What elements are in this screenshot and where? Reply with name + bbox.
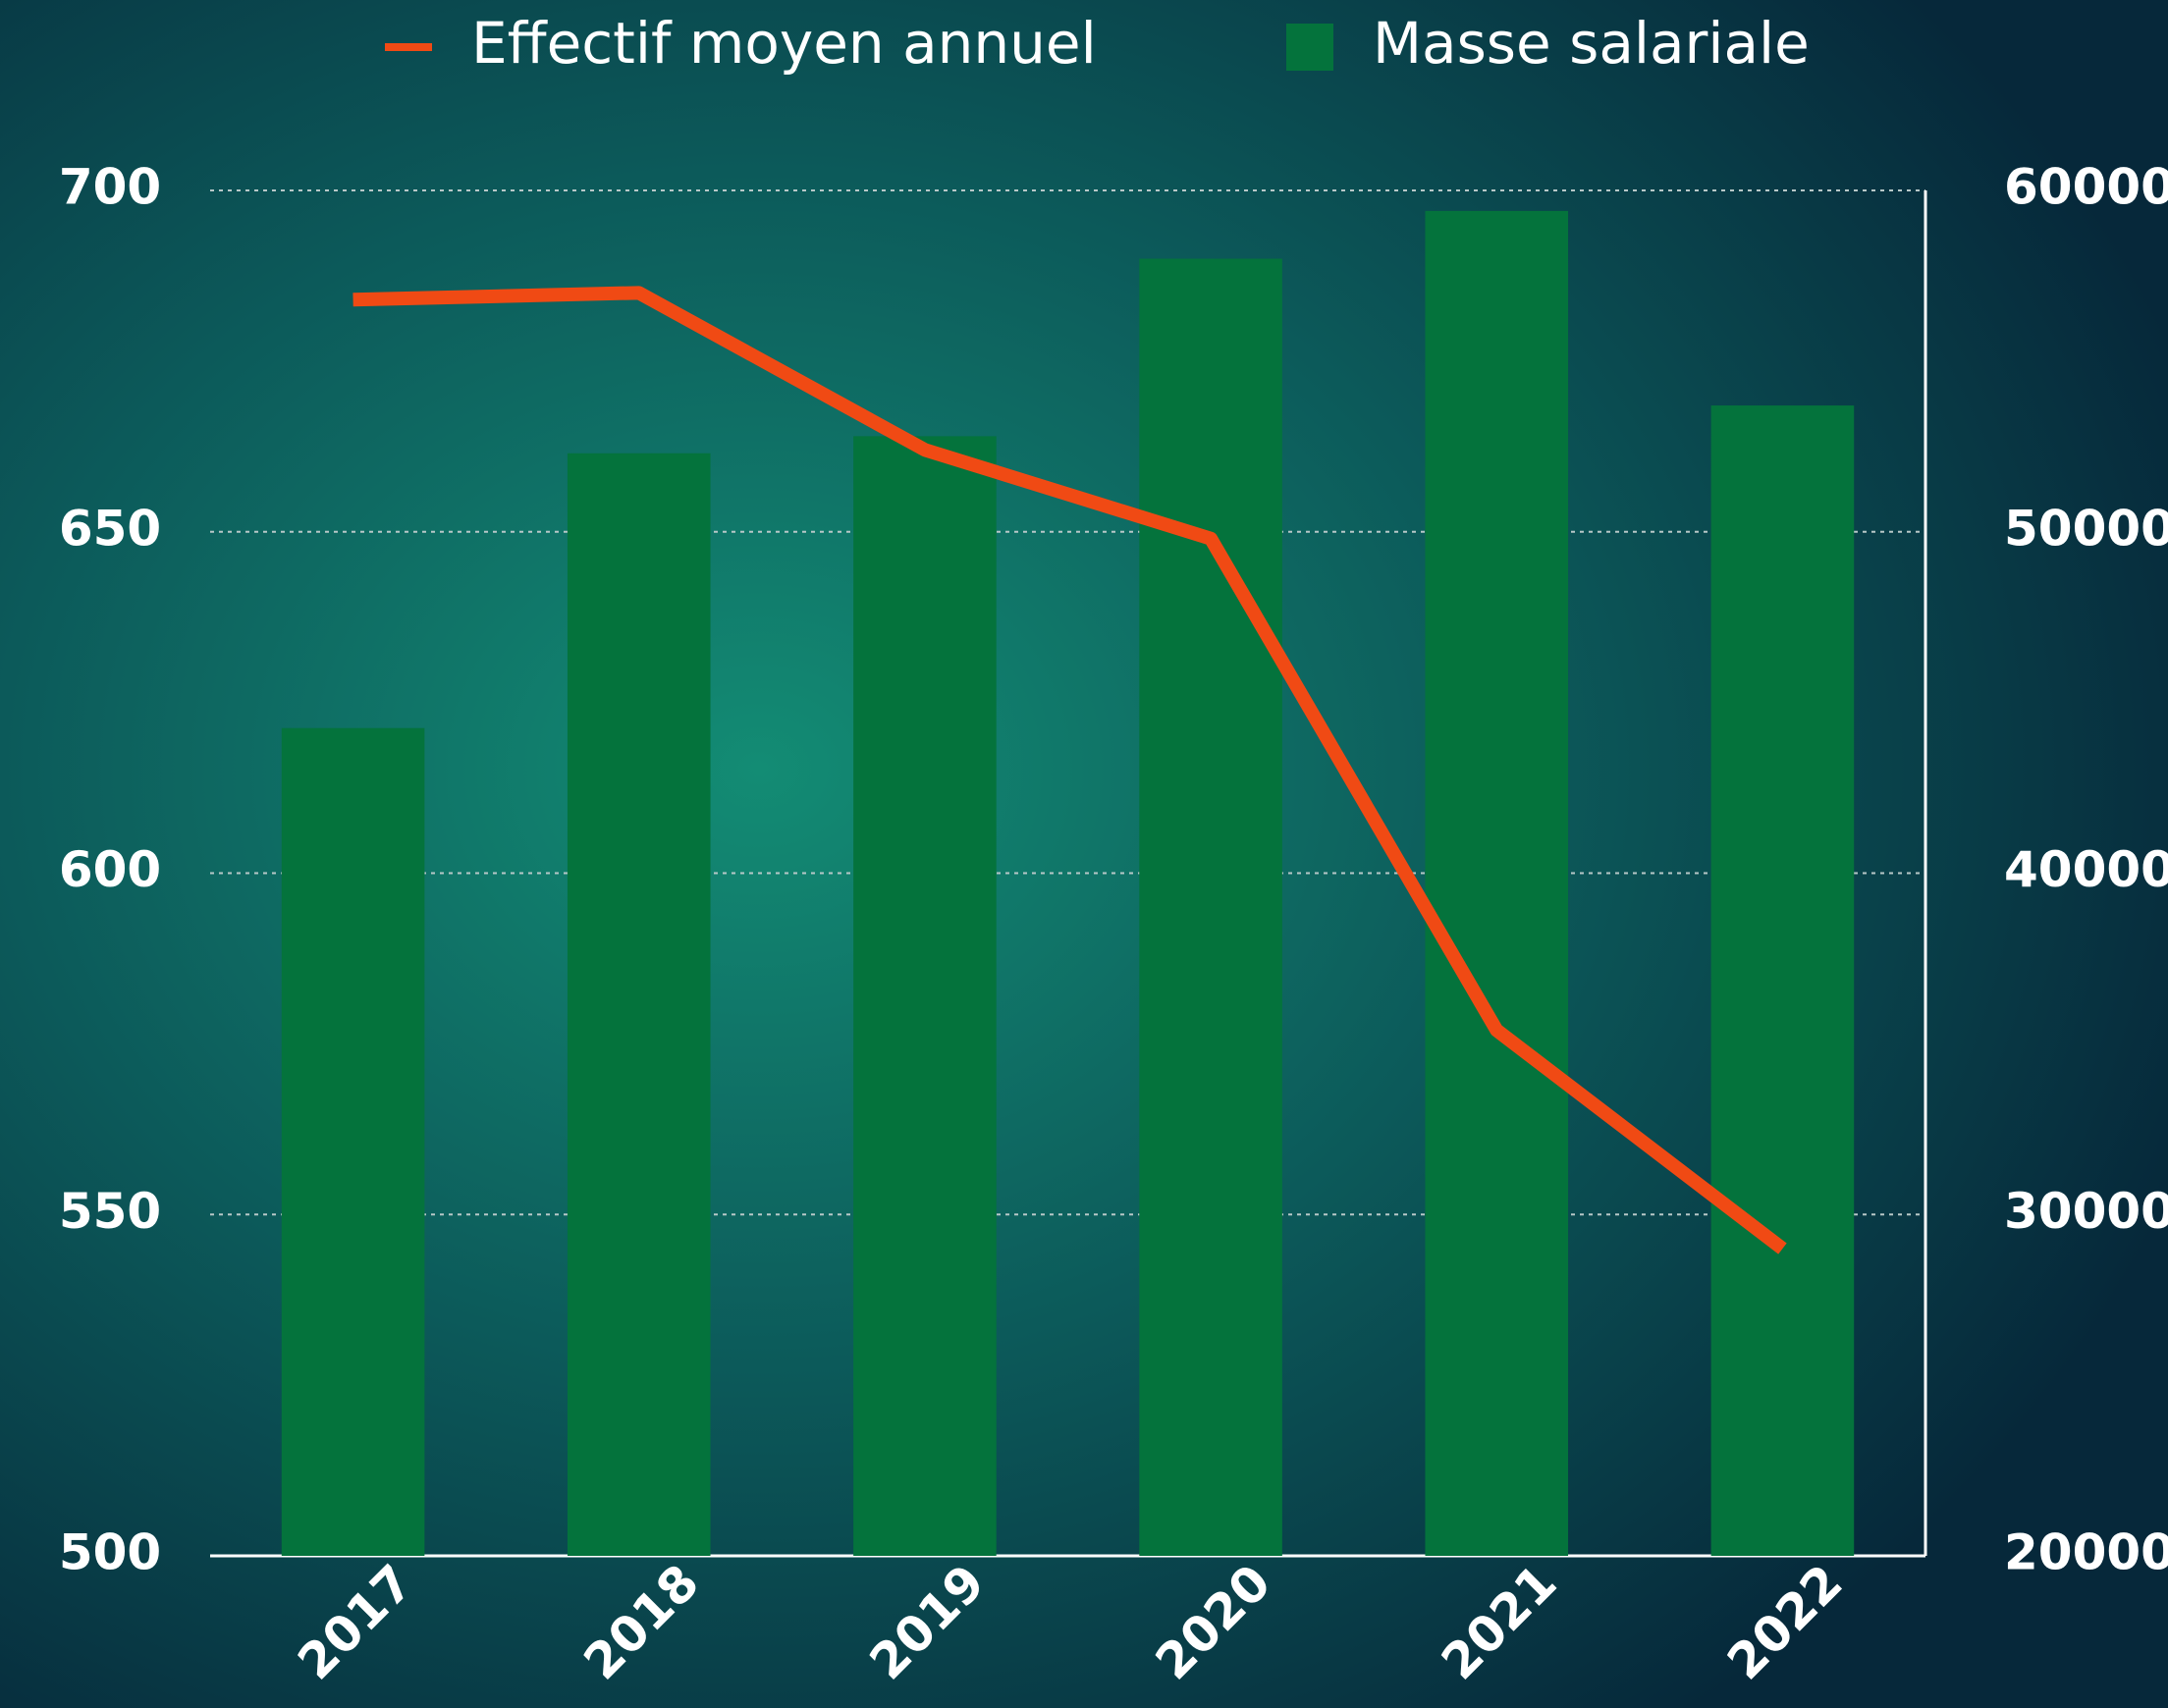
y-tick-label: 700 bbox=[59, 159, 161, 216]
bar bbox=[281, 727, 425, 1556]
bar bbox=[1710, 405, 1855, 1556]
y2-tick-label: 50000 bbox=[2004, 500, 2168, 557]
bar bbox=[1425, 210, 1569, 1557]
legend-label: Masse salariale bbox=[1373, 10, 1810, 77]
bar bbox=[567, 453, 711, 1557]
y-tick-label: 550 bbox=[59, 1183, 161, 1240]
line bbox=[352, 286, 1787, 1254]
y2-tick-label: 60000 bbox=[2004, 159, 2168, 216]
y2-tick-label: 20000 bbox=[2004, 1524, 2168, 1581]
y-tick-label: 600 bbox=[59, 841, 161, 898]
y2-tick-label: 30000 bbox=[2004, 1183, 2168, 1240]
bar bbox=[1139, 258, 1282, 1556]
y2-tick-label: 40000 bbox=[2004, 841, 2168, 898]
legend-label: Effectif moyen annuel bbox=[471, 10, 1097, 77]
legend-swatch bbox=[1286, 24, 1333, 71]
bar bbox=[853, 436, 997, 1556]
y-tick-label: 500 bbox=[59, 1524, 161, 1581]
y-tick-label: 650 bbox=[59, 500, 161, 557]
